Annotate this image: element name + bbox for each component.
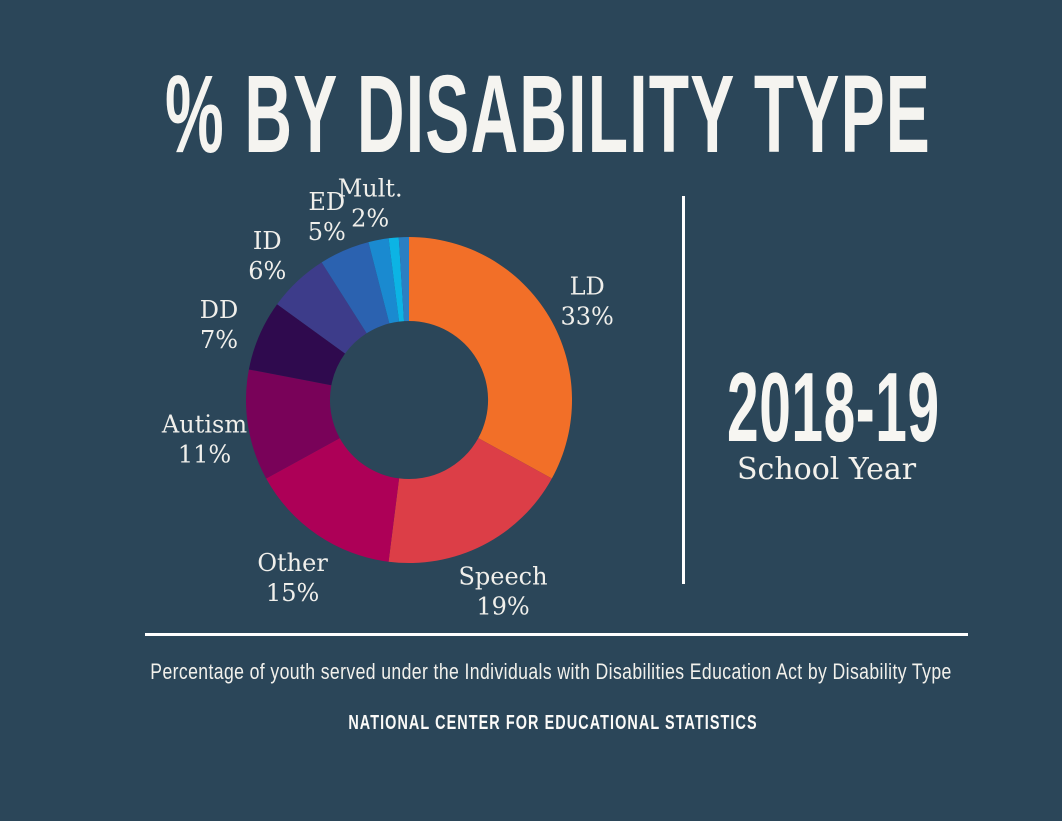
vertical-divider	[682, 196, 685, 584]
data-source: NATIONAL CENTER FOR EDUCATIONAL STATISTI…	[269, 712, 838, 735]
school-year-text: 2018-19	[727, 352, 940, 462]
slice-label-ed: ED 5%	[308, 188, 346, 246]
slice-id	[277, 262, 367, 354]
chart-caption: Percentage of youth served under the Ind…	[50, 659, 1052, 685]
slice-label-ld: LD 33%	[561, 273, 614, 331]
slice-dd	[248, 304, 346, 386]
slice-mult	[368, 238, 400, 324]
slice-other	[266, 438, 400, 562]
slice-label-id: ID 6%	[248, 227, 286, 285]
donut-chart: LD 33% Speech 19% Other 15% Autism 11% DD 7% ID 6% E…	[161, 175, 614, 621]
slice-label-autism: Autism 11%	[161, 410, 247, 468]
chart-caption-text: Percentage of youth served under the Ind…	[150, 659, 952, 684]
slice-label-dd: DD 7%	[200, 296, 238, 354]
page-title-text: % BY DISABILITY TYPE	[164, 53, 932, 176]
slice-ed	[321, 242, 390, 334]
school-year-value: 2018-19	[727, 358, 1062, 456]
slice-label-speech: Speech 19%	[458, 562, 547, 620]
slice-label-other: Other 15%	[257, 549, 328, 607]
page-title: % BY DISABILITY TYPE	[0, 60, 1062, 170]
school-year-label: School Year	[737, 452, 917, 487]
slice-label-mult: Mult. 2%	[338, 175, 403, 233]
horizontal-divider	[145, 633, 968, 636]
slice-speech	[388, 438, 552, 563]
slice-autism	[246, 369, 340, 479]
slice-unlabeled-9	[398, 237, 409, 322]
slice-ld	[409, 237, 573, 479]
data-source-text: NATIONAL CENTER FOR EDUCATIONAL STATISTI…	[348, 712, 758, 734]
slice-unlabeled-8	[388, 237, 405, 322]
